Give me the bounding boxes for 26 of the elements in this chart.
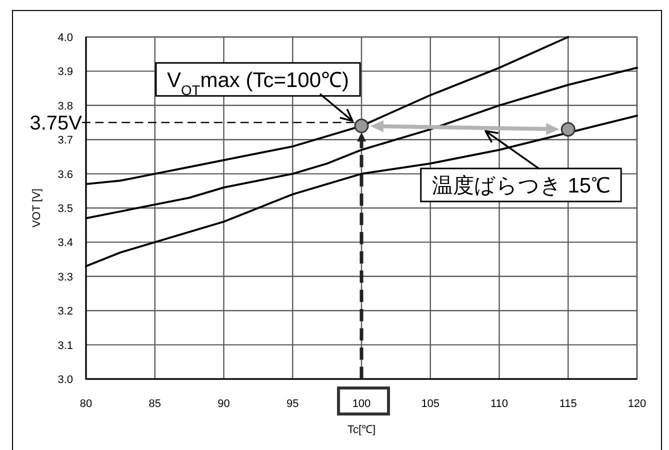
x-tick-label: 100 [352,398,371,410]
y-tick-label: 3.8 [58,100,73,112]
x-axis-title: Tc[℃] [347,424,376,436]
y-tick-label: 3.9 [58,66,73,78]
x-tick-label: 80 [80,398,92,410]
y-tick-label: 3.1 [58,340,73,352]
y-tick-label: 3.2 [58,306,73,318]
ref-line-y: 3.75V [30,112,362,134]
y-tick-label: 3.7 [58,134,73,147]
y-tick-label: 3.4 [58,237,73,250]
x-tick-label: 115 [559,398,577,410]
x-tick-label: 110 [490,398,508,410]
annotation: 温度ばらつき 15℃ [432,174,610,198]
x-tick-label: 105 [421,398,440,410]
y-tick-label: 3.6 [58,168,73,181]
y-axis-title: VOT [V] [31,188,43,228]
ref-line-label: 3.75V [30,112,83,134]
x-tick-label: 90 [218,398,230,410]
x-tick-label: 120 [628,398,646,410]
y-tick-label: 4.0 [58,32,73,44]
x-tick-label: 85 [148,398,161,410]
annotation: V$_{OT}$max (Tc=100℃) [166,68,350,98]
x-tick-label: 95 [286,398,299,410]
y-tick-label: 3.0 [58,374,73,386]
y-tick-label: 3.3 [58,271,73,284]
y-tick-label: 3.5 [58,203,73,215]
